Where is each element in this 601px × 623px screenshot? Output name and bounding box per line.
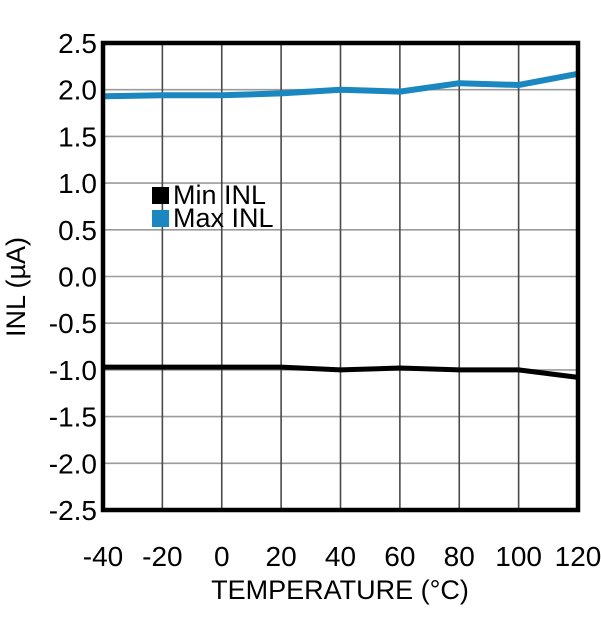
plot-frame <box>100 40 581 513</box>
legend-label-max-inl: Max INL <box>173 203 274 233</box>
y-tick-label--1.0: -1.0 <box>49 355 97 386</box>
x-tick-label-100: 100 <box>495 541 542 572</box>
x-tick-label-0: 0 <box>214 541 230 572</box>
series-lines <box>102 70 579 380</box>
y-axis-tick-labels: 2.5 2.0 1.5 1.0 0.5 0.0 -0.5 -1.0 -1.5 -2.0 -2.5 <box>49 28 97 526</box>
x-tick-label--20: -20 <box>142 541 182 572</box>
x-tick-label-40: 40 <box>325 541 356 572</box>
y-tick-label--1.5: -1.5 <box>49 402 97 433</box>
x-tick-label-60: 60 <box>384 541 415 572</box>
y-tick-label-1.0: 1.0 <box>58 168 97 199</box>
y-tick-label-1.5: 1.5 <box>58 121 97 152</box>
series-line-max-inl <box>102 70 579 100</box>
legend-label-min-inl: Min INL <box>173 180 266 210</box>
y-tick-label--0.5: -0.5 <box>49 308 97 339</box>
x-axis-title: TEMPERATURE (°C) <box>211 575 469 605</box>
x-tick-label--40: -40 <box>83 541 123 572</box>
x-tick-label-120: 120 <box>555 541 601 572</box>
vertical-gridlines <box>161 43 520 510</box>
legend-swatch-max-inl <box>152 210 169 227</box>
x-tick-label-20: 20 <box>266 541 297 572</box>
y-tick-label-2.5: 2.5 <box>58 28 97 59</box>
y-tick-label-2.0: 2.0 <box>58 75 97 106</box>
x-tick-label-80: 80 <box>444 541 475 572</box>
y-tick-label--2.0: -2.0 <box>49 448 97 479</box>
y-tick-label-0.5: 0.5 <box>58 215 97 246</box>
legend-swatch-min-inl <box>152 187 169 204</box>
series-line-min-inl <box>103 364 579 380</box>
y-axis-title: INL (µA) <box>1 237 31 337</box>
x-axis-tick-labels: -40 -20 0 20 40 60 80 100 120 <box>83 541 601 572</box>
y-tick-label--2.5: -2.5 <box>49 495 97 526</box>
y-tick-label-0.0: 0.0 <box>58 262 97 293</box>
